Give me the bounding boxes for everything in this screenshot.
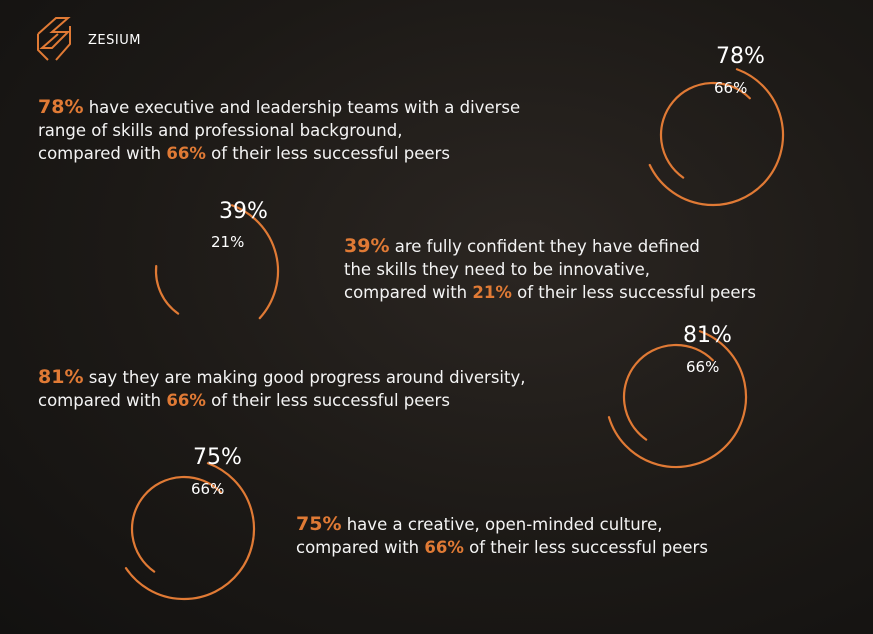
stat-2-inner-arc — [154, 264, 180, 315]
stat-1-highlight: 78% — [38, 96, 84, 118]
stat-1-inner-arc — [659, 81, 751, 179]
stat-2-line-3: compared with 21% of their less successf… — [344, 281, 756, 304]
stat-1-text: 78% have executive and leadership teams … — [38, 96, 520, 165]
stat-3-value: 81% — [683, 323, 732, 348]
stat-2-highlight: 39% — [344, 235, 390, 257]
stat-2-peer-highlight: 21% — [472, 283, 512, 302]
stat-3-outer-arc — [607, 330, 748, 469]
stat-4-inner-arc — [130, 475, 222, 573]
stat-2-line-3-text: of their less successful peers — [511, 283, 756, 302]
stat-1-peer-highlight: 66% — [166, 144, 206, 163]
stat-4-line-2-pre: compared with — [296, 538, 425, 557]
stat-2-value: 39% — [219, 199, 268, 224]
stat-3-inner-arc — [622, 343, 714, 441]
stat-2-line-2: the skills they need to be innovative, — [344, 260, 650, 279]
stat-3-line-1-text: say they are making good progress around… — [83, 368, 526, 387]
stat-1-line-1-text: have executive and leadership teams with… — [83, 98, 521, 117]
stat-1-line-2: range of skills and professional backgro… — [38, 121, 403, 140]
stat-3-line-2: compared with 66% of their less successf… — [38, 389, 526, 412]
stat-1-value: 78% — [716, 44, 765, 69]
stat-3-line-1: 81% say they are making good progress ar… — [38, 366, 526, 389]
stat-4-text: 75% have a creative, open-minded culture… — [296, 513, 708, 559]
stat-1-line-1: 78% have executive and leadership teams … — [38, 96, 520, 119]
stat-1-line-3: compared with 66% of their less successf… — [38, 142, 520, 165]
stat-3-text: 81% say they are making good progress ar… — [38, 366, 526, 412]
brand-name: ZESIUM — [88, 33, 141, 48]
stat-1-line-3-pre: compared with — [38, 144, 167, 163]
stat-1-outer-arc — [648, 68, 785, 207]
stat-2-line-1-text: are fully confident they have defined — [389, 237, 700, 256]
stat-4-peer-highlight: 66% — [424, 538, 464, 557]
stat-4-line-2-text: of their less successful peers — [463, 538, 708, 557]
zesium-logo-icon — [37, 17, 71, 61]
stat-3-line-2-pre: compared with — [38, 391, 167, 410]
stat-4-line-1: 75% have a creative, open-minded culture… — [296, 513, 708, 536]
stat-3-peer-value: 66% — [686, 358, 720, 376]
stat-1-line-3-text: of their less successful peers — [205, 144, 450, 163]
stat-4-peer-value: 66% — [191, 480, 225, 498]
stat-3-highlight: 81% — [38, 366, 84, 388]
stat-4-highlight: 75% — [296, 513, 342, 535]
stat-2-line-1: 39% are fully confident they have define… — [344, 235, 756, 258]
stat-3-line-2-text: of their less successful peers — [205, 391, 450, 410]
stat-2-outer-arc — [230, 204, 280, 320]
stat-4-value: 75% — [193, 445, 242, 470]
stat-3-peer-highlight: 66% — [166, 391, 206, 410]
stat-4-line-2: compared with 66% of their less successf… — [296, 536, 708, 559]
stat-4-line-1-text: have a creative, open-minded culture, — [341, 515, 663, 534]
stat-2-text: 39% are fully confident they have define… — [344, 235, 756, 304]
stat-2-line-3-pre: compared with — [344, 283, 473, 302]
stat-2-peer-value: 21% — [211, 233, 245, 251]
stat-1-peer-value: 66% — [714, 79, 748, 97]
stat-4-outer-arc — [124, 462, 256, 601]
